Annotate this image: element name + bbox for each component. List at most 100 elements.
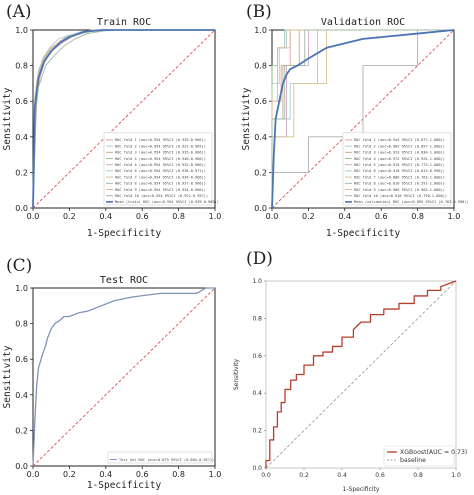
baseline-diagonal	[32, 29, 216, 209]
legend-entry: ROC fold 10 (auc=0.954 95%CI (0.922-0.95…	[115, 194, 208, 198]
legend-entry: ROC fold 9 (auc=0.954 95%CI (0.934-0.966…	[115, 188, 206, 192]
x-tick-label: 0.0	[266, 212, 279, 221]
x-tick-label: 1.0	[209, 212, 222, 221]
x-tick-label: 0.4	[337, 472, 347, 479]
y-tick-label: 0.4	[254, 133, 267, 142]
y-tick-label: 1.0	[252, 278, 262, 285]
panel-label: (D)	[246, 249, 273, 269]
x-axis-label: 1-Specificity	[326, 228, 401, 239]
chart-title: Train ROC	[97, 17, 151, 28]
legend-entry: ROC fold 2 (auc=0.962 95%CI (0.897-1.000…	[354, 144, 445, 148]
x-tick-label: 0.0	[27, 470, 40, 479]
x-tick-label: 0.6	[375, 212, 388, 221]
mean-roc-line	[32, 29, 215, 209]
legend-box	[107, 451, 213, 464]
mean-roc-line	[271, 29, 455, 209]
y-tick-label: 0.6	[15, 97, 28, 106]
x-tick-label: 0.4	[99, 470, 112, 479]
legend-entry: ROC fold 3 (auc=0.954 95%CI (0.935-0.966…	[115, 151, 206, 155]
legend-entry: ROC fold 6 (auc=0.954 95%CI (0.936-0.971…	[115, 169, 206, 173]
y-tick-label: 1.0	[15, 26, 28, 35]
plot-frame	[32, 287, 216, 467]
panel-label: (A)	[6, 2, 32, 22]
x-tick-label: 0.2	[63, 470, 76, 479]
legend-entry: ROC fold 8 (auc=0.810 95%CI (0.591-1.000…	[354, 182, 445, 186]
x-tick-label: 0.0	[261, 472, 271, 479]
y-tick-label: 0.6	[15, 355, 28, 364]
x-axis-label: 1-Specificity	[87, 228, 162, 239]
plot-frame	[265, 280, 457, 469]
x-tick-label: 0.8	[411, 212, 424, 221]
y-tick-label: 0.8	[254, 62, 267, 71]
x-tick-label: 0.8	[172, 212, 185, 221]
legend-box	[342, 132, 452, 206]
roc-line-1	[265, 280, 457, 468]
x-tick-label: 0.6	[375, 472, 385, 479]
x-tick-label: 0.8	[413, 472, 423, 479]
chart-title: Validation ROC	[321, 17, 405, 28]
y-axis-label: Sensitivity	[2, 345, 13, 408]
legend-entry: baseline	[400, 457, 426, 464]
roc-line-10	[32, 29, 215, 209]
x-tick-label: 1.0	[209, 470, 222, 479]
legend-entry: ROC fold 10 (auc=0.918 95%CI (0.790-1.00…	[354, 194, 447, 198]
legend: ROC fold 1 (auc=0.954 95%CI (0.933-0.966…	[103, 132, 219, 206]
y-tick-label: 0.0	[15, 204, 28, 213]
y-tick-label: 0.2	[15, 426, 28, 435]
legend-entry: ROC fold 2 (auc=0.954 95%CI (0.932-0.965…	[115, 144, 206, 148]
legend-entry: ROC fold 4 (auc=0.954 95%CI (0.940-0.966…	[115, 157, 206, 161]
y-tick-label: 0.8	[15, 320, 28, 329]
chart-panel-c: (C) Test ROC 0.0 0.2 0.4 0.6 0.8 1.0 0.0 0.2 0.4 0.…	[2, 256, 221, 491]
x-tick-label: 0.6	[136, 470, 149, 479]
x-tick-label: 1.0	[451, 472, 461, 479]
y-tick-label: 0.0	[15, 462, 28, 471]
chart-panel-b: (B) Validation ROC 0.0 0.2 0.4 0.6 0.8 1.0 0.0 0.…	[241, 2, 469, 239]
x-axis-label: 1-Specificity	[87, 480, 162, 491]
legend-entry: ROC fold 1 (auc=0.954 95%CI (0.933-0.966…	[115, 138, 206, 142]
roc-line-10	[271, 29, 454, 208]
y-axis-label: Sensitivity	[241, 87, 252, 150]
y-axis-label: Sensitivity	[2, 87, 13, 150]
legend-entry: Mean (validation) ROC (auc=0.895 95%CI (…	[354, 200, 469, 204]
y-tick-label: 0.0	[252, 465, 262, 472]
legend-entry: ROC fold 7 (auc=0.954 95%CI (0.936-0.966…	[115, 175, 206, 179]
y-tick-label: 1.0	[254, 26, 267, 35]
x-tick-label: 0.0	[27, 212, 40, 221]
x-tick-label: 0.6	[136, 212, 149, 221]
chart-panel-a: (A) Train ROC 0.0 0.2 0.4 0.6 0.8 1.0 0.0 0.2 0.4 0…	[2, 2, 221, 239]
chart-panel-d: (D) 0.0 0.2 0.4 0.6 0.8 1.0 0.0 0.2 0.4 0.6 0.8 1.0 1…	[233, 249, 467, 493]
y-tick-label: 0.0	[254, 204, 267, 213]
y-tick-label: 0.2	[15, 168, 28, 177]
x-tick-label: 0.4	[338, 212, 351, 221]
roc-line-9	[271, 29, 454, 208]
legend-box	[383, 445, 455, 467]
x-tick-label: 0.8	[172, 470, 185, 479]
y-tick-label: 0.4	[15, 391, 28, 400]
legend-entry: ROC fold 5 (auc=0.954 95%CI (0.932-0.966…	[115, 163, 206, 167]
roc-line-1	[32, 287, 215, 467]
legend-entry: Mean (train) ROC (auc=0.954 95%CI (0.939…	[115, 200, 219, 204]
legend-entry: ROC fold 5 (auc=0.915 95%CI (0.773-1.000…	[354, 163, 445, 167]
y-tick-label: 0.2	[252, 428, 262, 435]
y-tick-label: 0.6	[252, 353, 262, 360]
y-tick-label: 0.6	[254, 97, 267, 106]
x-tick-label: 0.2	[63, 212, 76, 221]
legend-entry: ROC fold 8 (auc=0.954 95%CI (0.937-0.966…	[115, 182, 206, 186]
legend-entry: ROC fold 1 (auc=0.944 95%CI (0.877-1.000…	[354, 138, 445, 142]
legend: Test Set ROC (auc=0.879 95%CI (0.804-0.9…	[107, 451, 214, 464]
x-tick-label: 0.2	[302, 212, 315, 221]
baseline-diagonal	[265, 280, 457, 469]
y-axis-label: Sensitivity	[233, 358, 240, 390]
x-axis-label: 1-Specificity	[343, 486, 380, 493]
legend-entry: ROC fold 9 (auc=0.960 95%CI (0.903-1.000…	[354, 188, 445, 192]
legend-box	[103, 132, 213, 206]
x-tick-label: 0.4	[99, 212, 112, 221]
y-tick-label: 0.8	[252, 315, 262, 322]
x-tick-label: 0.2	[299, 472, 309, 479]
x-tick-label: 1.0	[448, 212, 461, 221]
y-tick-label: 0.4	[15, 133, 28, 142]
panel-label: (B)	[246, 2, 272, 22]
legend: XGBoost(AUC = 0.73)baseline	[383, 445, 467, 467]
panel-label: (C)	[6, 256, 32, 276]
